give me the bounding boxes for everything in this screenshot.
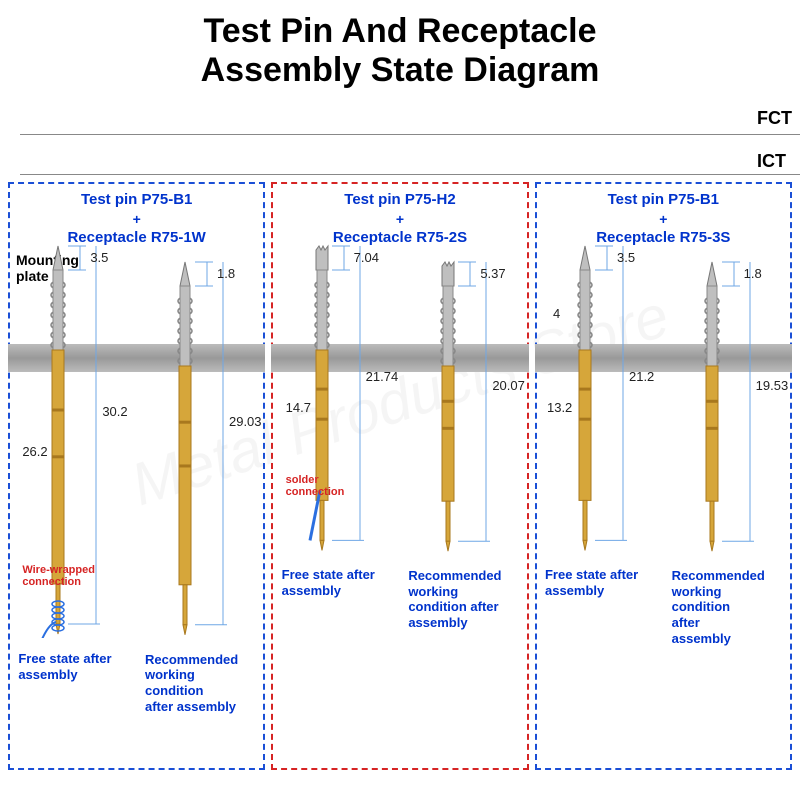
header-plus: + [14,210,259,228]
pin-caption: Free state afterassembly [545,567,655,598]
divider-2 [20,174,800,175]
pins-row: 3.5 30.2 26.2 Wire-wrappedconnection Free st… [10,244,263,768]
header-line-1: Test pin P75-H2 [277,190,522,210]
pins-row: 7.04 21.74 14.7 solderconnection Free state … [273,244,526,768]
pin-column: 3.5 30.2 26.2 Wire-wrappedconnection Free st… [13,244,135,768]
divider-1 [20,134,800,135]
connection-label: Wire-wrappedconnection [22,564,102,588]
dimension-tip: 1.8 [217,266,235,281]
panels-container: Test pin P75-B1 + Receptacle R75-1WMount… [8,182,792,770]
header-line-1: Test pin P75-B1 [541,190,786,210]
dimension-body-b: 13.2 [547,400,572,415]
panel-header: Test pin P75-B1 + Receptacle R75-3S [541,190,786,247]
connection-label: solderconnection [286,474,366,498]
pin-illustration [155,260,245,639]
header-line-1: Test pin P75-B1 [14,190,259,210]
dimension-body: 14.7 [286,400,311,415]
dimension-outer: 29.03 [229,414,262,429]
dimension-tip: 3.5 [90,250,108,265]
dimension-body-a: 4 [553,306,560,321]
dimension-outer: 21.74 [366,369,399,384]
label-ict: ICT [757,151,792,172]
title-line-2: Assembly State Diagram [20,51,780,90]
pin-column: 1.8 19.53 Recommendedworkingconditionafter… [666,244,788,768]
dimension-tip: 5.37 [480,266,505,281]
dimension-tip: 3.5 [617,250,635,265]
pin-caption: Recommendedworking conditionafter assemb… [145,652,255,714]
pin-column: 3.5 21.2 4 13.2 Free state afterassembly [539,244,661,768]
header-plus: + [277,210,522,228]
panel-header: Test pin P75-B1 + Receptacle R75-1W [14,190,259,247]
pin-column: 5.37 20.07 Recommendedworkingcondition aft… [403,244,525,768]
pin-caption: Recommendedworkingcondition afterassembl… [408,568,518,630]
panel-header: Test pin P75-H2 + Receptacle R75-2S [277,190,522,247]
pin-caption: Recommendedworkingconditionafterassembly [672,568,782,646]
label-fct: FCT [757,108,792,129]
pin-column: 7.04 21.74 14.7 solderconnection Free state … [276,244,398,768]
dimension-outer: 20.07 [492,378,525,393]
pin-caption: Free state afterassembly [18,651,128,682]
pin-illustration [418,260,508,555]
dimension-tip: 1.8 [744,266,762,281]
panel: Test pin P75-H2 + Receptacle R75-2S 7.04… [271,182,528,770]
header-plus: + [541,210,786,228]
pin-column: 1.8 29.03 Recommendedworking conditionafte… [139,244,261,768]
pin-illustration [682,260,772,555]
dimension-tip: 7.04 [354,250,379,265]
dimension-outer: 30.2 [102,404,127,419]
dimension-outer: 19.53 [756,378,789,393]
title-line-1: Test Pin And Receptacle [20,12,780,51]
dimension-outer: 21.2 [629,369,654,384]
pins-row: 3.5 21.2 4 13.2 Free state afterassembly 1.8… [537,244,790,768]
panel: Test pin P75-B1 + Receptacle R75-1WMount… [8,182,265,770]
panel: Test pin P75-B1 + Receptacle R75-3S 3.5 2… [535,182,792,770]
dimension-body: 26.2 [22,444,47,459]
pin-caption: Free state afterassembly [282,567,392,598]
page-title: Test Pin And Receptacle Assembly State D… [0,0,800,94]
